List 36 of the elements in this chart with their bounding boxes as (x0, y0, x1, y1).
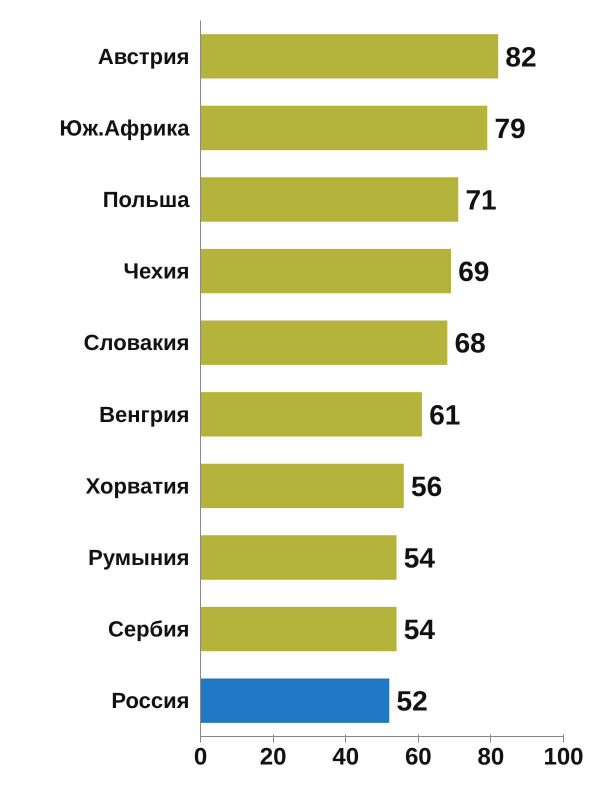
bar (200, 34, 498, 78)
x-tick-label: 0 (194, 744, 208, 770)
data-label: 82 (505, 41, 537, 72)
bar (200, 535, 397, 580)
bar (200, 248, 451, 294)
data-label: 56 (411, 470, 442, 502)
y-tick-label: Россия (111, 688, 190, 714)
data-label: 54 (404, 542, 436, 574)
bar (200, 464, 404, 508)
y-tick-label: Венгрия (99, 402, 190, 427)
y-tick-label: Юж.Африка (59, 115, 190, 140)
y-tick-label: Словакия (84, 330, 190, 356)
bar (200, 606, 397, 652)
y-tick-label: Румыния (88, 545, 190, 570)
y-tick-label: Австрия (98, 44, 190, 69)
bar (200, 106, 488, 150)
bar (200, 678, 390, 723)
data-label: 79 (494, 112, 526, 144)
data-label: 61 (429, 399, 460, 430)
bar (200, 320, 448, 365)
x-tick-label: 40 (332, 744, 360, 770)
bar (200, 177, 458, 222)
data-label: 52 (396, 686, 428, 717)
data-label: 68 (454, 328, 486, 359)
y-tick-label: Польша (102, 187, 190, 212)
data-label: 54 (404, 614, 436, 646)
x-tick-label: 20 (260, 744, 286, 770)
data-label: 71 (465, 184, 497, 216)
x-tick-label: 60 (404, 744, 432, 770)
x-tick-label: 100 (543, 744, 584, 770)
bar (200, 392, 422, 436)
data-label: 69 (458, 256, 490, 288)
x-tick-label: 80 (478, 744, 504, 770)
y-tick-label: Хорватия (86, 473, 190, 498)
y-tick-label: Чехия (124, 258, 190, 284)
y-tick-label: Сербия (108, 616, 190, 642)
